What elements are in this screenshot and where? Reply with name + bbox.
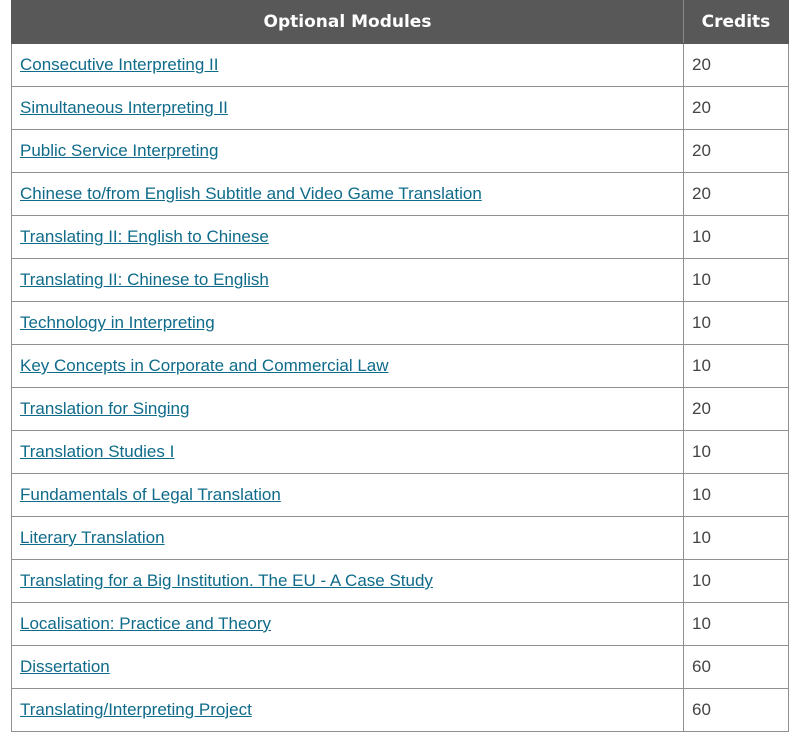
table-row: Technology in Interpreting 10 bbox=[11, 301, 789, 345]
module-cell: Key Concepts in Corporate and Commercial… bbox=[11, 344, 684, 388]
credits-cell: 10 bbox=[683, 559, 789, 603]
module-link[interactable]: Translating/Interpreting Project bbox=[20, 700, 252, 719]
credits-cell: 60 bbox=[683, 688, 789, 732]
module-link[interactable]: Translation for Singing bbox=[20, 399, 190, 418]
credits-cell: 10 bbox=[683, 516, 789, 560]
credits-cell: 20 bbox=[683, 387, 789, 431]
table-row: Literary Translation 10 bbox=[11, 516, 789, 560]
module-cell: Chinese to/from English Subtitle and Vid… bbox=[11, 172, 684, 216]
table-body: Consecutive Interpreting II 20 Simultaneou… bbox=[11, 43, 789, 732]
module-cell: Literary Translation bbox=[11, 516, 684, 560]
credits-cell: 10 bbox=[683, 473, 789, 517]
table-row: Translation for Singing 20 bbox=[11, 387, 789, 431]
table-row: Chinese to/from English Subtitle and Vid… bbox=[11, 172, 789, 216]
credits-cell: 20 bbox=[683, 129, 789, 173]
module-cell: Fundamentals of Legal Translation bbox=[11, 473, 684, 517]
module-link[interactable]: Simultaneous Interpreting II bbox=[20, 98, 228, 117]
module-cell: Dissertation bbox=[11, 645, 684, 689]
credits-cell: 10 bbox=[683, 258, 789, 302]
module-link[interactable]: Public Service Interpreting bbox=[20, 141, 219, 160]
credits-cell: 10 bbox=[683, 602, 789, 646]
module-cell: Translating for a Big Institution. The E… bbox=[11, 559, 684, 603]
table-row: Localisation: Practice and Theory 10 bbox=[11, 602, 789, 646]
table-row: Translating for a Big Institution. The E… bbox=[11, 559, 789, 603]
table-row: Translating II: Chinese to English 10 bbox=[11, 258, 789, 302]
header-row: Optional Modules Credits bbox=[11, 0, 789, 44]
table-row: Simultaneous Interpreting II 20 bbox=[11, 86, 789, 130]
module-cell: Consecutive Interpreting II bbox=[11, 43, 684, 87]
table-row: Translation Studies I 10 bbox=[11, 430, 789, 474]
credits-cell: 20 bbox=[683, 172, 789, 216]
credits-cell: 60 bbox=[683, 645, 789, 689]
credits-cell: 10 bbox=[683, 430, 789, 474]
table-row: Dissertation 60 bbox=[11, 645, 789, 689]
credits-cell: 20 bbox=[683, 43, 789, 87]
table-row: Public Service Interpreting 20 bbox=[11, 129, 789, 173]
credits-cell: 10 bbox=[683, 344, 789, 388]
module-link[interactable]: Key Concepts in Corporate and Commercial… bbox=[20, 356, 389, 375]
header-optional-modules: Optional Modules bbox=[11, 0, 684, 44]
module-link[interactable]: Translating II: English to Chinese bbox=[20, 227, 269, 246]
table-row: Consecutive Interpreting II 20 bbox=[11, 43, 789, 87]
module-cell: Translating II: Chinese to English bbox=[11, 258, 684, 302]
module-link[interactable]: Localisation: Practice and Theory bbox=[20, 614, 272, 633]
module-link[interactable]: Technology in Interpreting bbox=[20, 313, 215, 332]
module-link[interactable]: Consecutive Interpreting II bbox=[20, 55, 219, 74]
header-credits: Credits bbox=[683, 0, 789, 44]
module-cell: Simultaneous Interpreting II bbox=[11, 86, 684, 130]
module-cell: Localisation: Practice and Theory bbox=[11, 602, 684, 646]
credits-cell: 10 bbox=[683, 301, 789, 345]
module-link[interactable]: Fundamentals of Legal Translation bbox=[20, 485, 281, 504]
table-row: Translating II: English to Chinese 10 bbox=[11, 215, 789, 259]
table-row: Fundamentals of Legal Translation 10 bbox=[11, 473, 789, 517]
module-cell: Technology in Interpreting bbox=[11, 301, 684, 345]
module-link[interactable]: Translating II: Chinese to English bbox=[20, 270, 269, 289]
module-link[interactable]: Dissertation bbox=[20, 657, 110, 676]
module-cell: Translating II: English to Chinese bbox=[11, 215, 684, 259]
table-row: Key Concepts in Corporate and Commercial… bbox=[11, 344, 789, 388]
module-cell: Translation Studies I bbox=[11, 430, 684, 474]
module-cell: Public Service Interpreting bbox=[11, 129, 684, 173]
table-header: Optional Modules Credits bbox=[11, 0, 789, 44]
table-row: Translating/Interpreting Project 60 bbox=[11, 688, 789, 732]
module-cell: Translation for Singing bbox=[11, 387, 684, 431]
module-link[interactable]: Translating for a Big Institution. The E… bbox=[20, 571, 433, 590]
optional-modules-table: Optional Modules Credits Consecutive Int… bbox=[11, 0, 789, 732]
module-cell: Translating/Interpreting Project bbox=[11, 688, 684, 732]
module-link[interactable]: Chinese to/from English Subtitle and Vid… bbox=[20, 184, 482, 203]
module-link[interactable]: Literary Translation bbox=[20, 528, 165, 547]
module-link[interactable]: Translation Studies I bbox=[20, 442, 175, 461]
credits-cell: 20 bbox=[683, 86, 789, 130]
credits-cell: 10 bbox=[683, 215, 789, 259]
